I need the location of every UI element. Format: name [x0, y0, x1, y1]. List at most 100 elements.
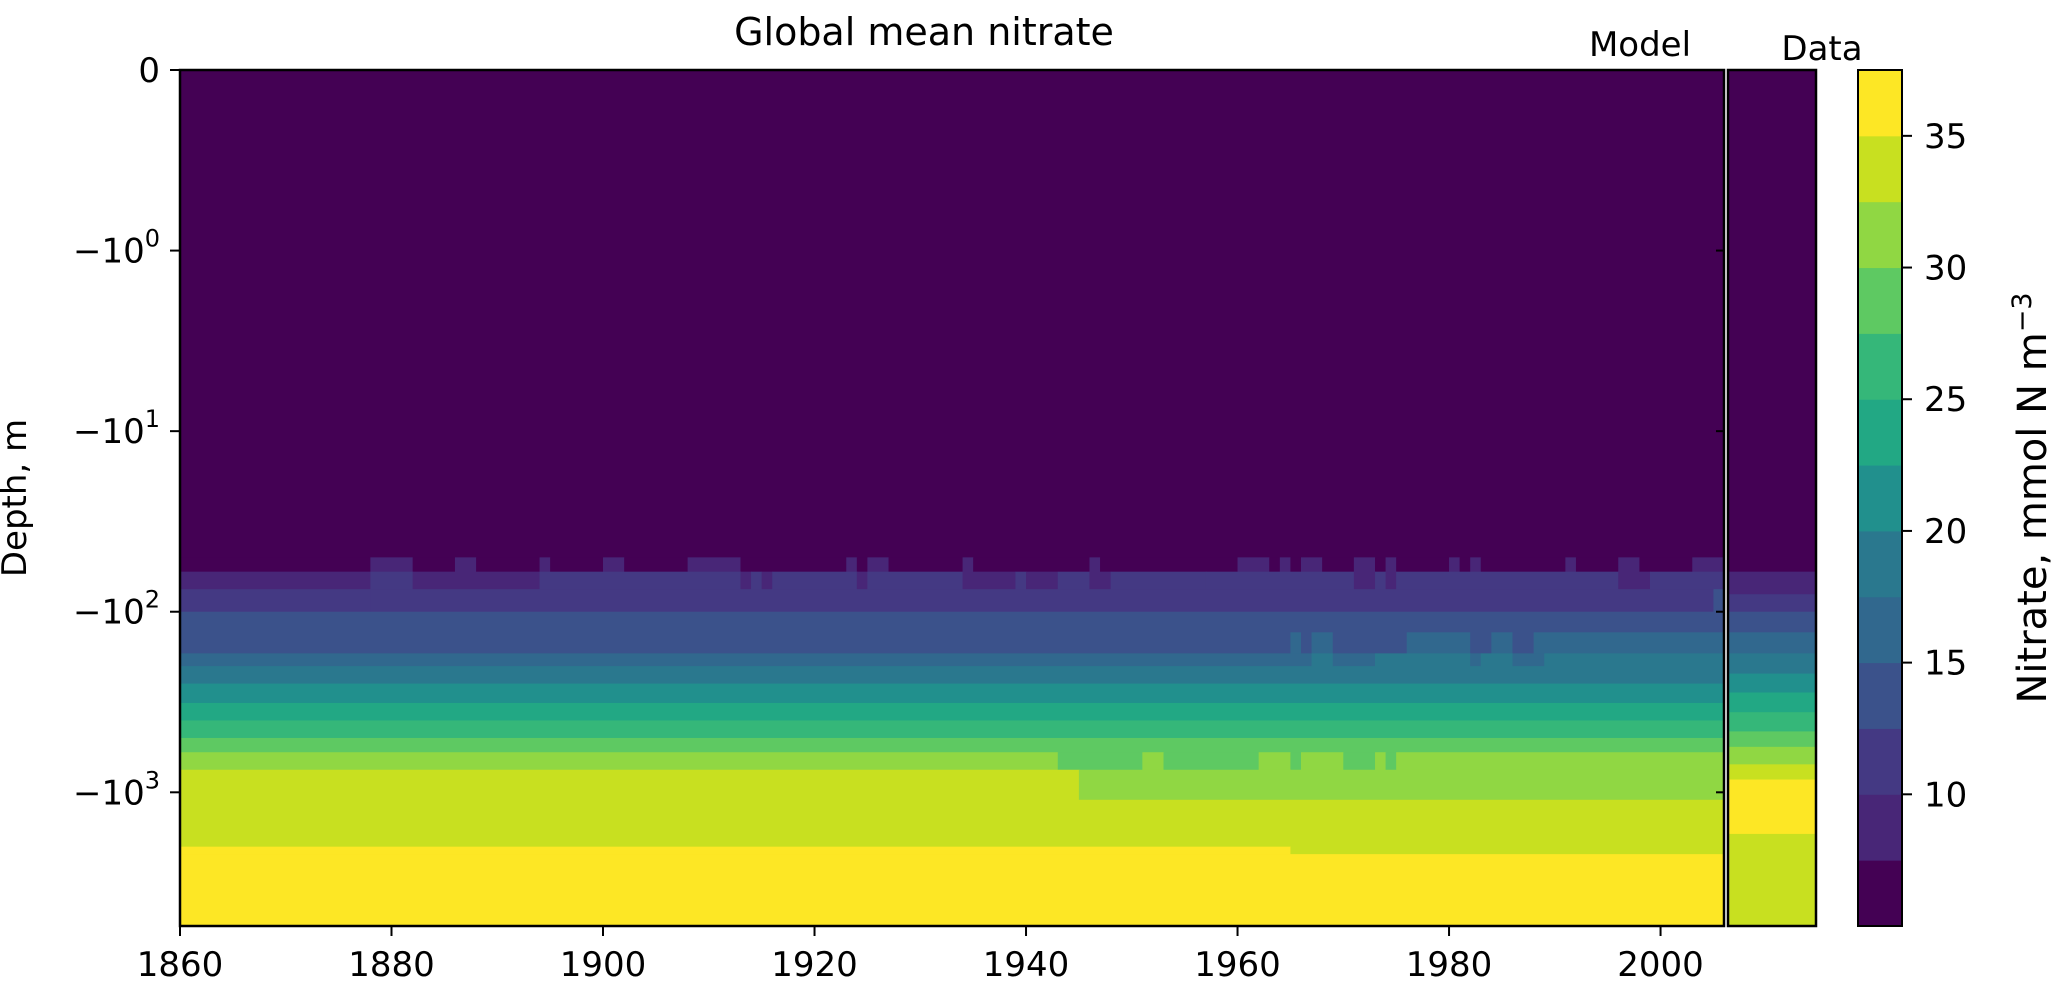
model-cell — [1470, 632, 1492, 654]
model-cell — [1089, 557, 1101, 573]
colorbar — [1858, 70, 1902, 927]
model-cell — [1565, 557, 1577, 573]
model-cell — [772, 571, 858, 590]
model-cell — [1396, 571, 1619, 590]
data-panel-frame — [1726, 68, 1818, 928]
model-cell — [1332, 653, 1376, 667]
model-cell — [1205, 571, 1355, 590]
data-cell — [1728, 731, 1816, 748]
colorbar-tick-label: 25 — [1924, 380, 1967, 420]
colorbar-segment — [1858, 860, 1902, 927]
model-cell — [1491, 632, 1514, 654]
model-cell — [180, 854, 1725, 927]
x-tick-label: 1860 — [137, 945, 224, 983]
x-axis: 1860 1880 1900 1920 1940 1960 1980 2000 — [137, 926, 1704, 983]
colorbar-segment — [1858, 465, 1902, 532]
model-cell — [1057, 571, 1091, 590]
model-cell — [1375, 752, 1387, 771]
data-cell — [1728, 712, 1816, 733]
model-cell — [370, 589, 1715, 613]
model-cell — [412, 571, 541, 590]
model-cell — [180, 752, 1059, 771]
data-cell — [1728, 692, 1816, 713]
model-cell — [1385, 557, 1397, 573]
model-cell — [1375, 653, 1471, 667]
model-cell — [1353, 571, 1376, 590]
chart-title: Global mean nitrate — [734, 10, 1114, 54]
model-cell — [1396, 557, 1450, 573]
model-cell — [751, 571, 763, 590]
model-cell — [1078, 769, 1725, 801]
model-cell — [412, 557, 456, 573]
model-cell — [180, 702, 1725, 722]
model-cell — [476, 557, 541, 573]
y-tick-label: 0 — [138, 51, 160, 91]
data-cell — [1728, 611, 1816, 633]
model-cell — [867, 571, 964, 590]
model-cell — [1385, 752, 1397, 771]
model-cell — [1300, 752, 1344, 771]
model-cell — [180, 632, 1292, 654]
y-axis: 0 −100 −101 −102 −103 — [73, 51, 1724, 813]
model-cell — [856, 557, 868, 573]
colorbar-label: Nitrate, mmol N m−3 — [2007, 292, 2056, 703]
colorbar-tick-label: 15 — [1924, 644, 1967, 684]
model-cell — [180, 611, 1725, 633]
model-cell — [740, 571, 752, 590]
model-cell — [180, 769, 1080, 801]
model-cell — [1110, 571, 1207, 590]
colorbar-label-text: Nitrate, mmol N m — [2010, 332, 2056, 703]
model-cell — [180, 557, 371, 573]
model-cell — [1618, 571, 1651, 590]
data-cell — [1728, 653, 1816, 675]
colorbar-segment — [1858, 201, 1902, 269]
model-cell — [180, 720, 1725, 739]
model-cell — [962, 571, 1017, 590]
data-cell — [1728, 779, 1816, 835]
model-cell — [1406, 632, 1471, 654]
model-cell — [180, 737, 1725, 753]
model-cell — [962, 557, 974, 573]
model-cell — [1470, 557, 1482, 573]
model-heatmap — [180, 70, 1725, 927]
colorbar-label-exponent: −3 — [2007, 292, 2038, 332]
colorbar-tick-label: 10 — [1924, 775, 1967, 815]
model-cell — [1459, 557, 1471, 573]
model-cell — [1449, 557, 1461, 573]
model-cell — [1544, 653, 1725, 667]
colorbar-segment — [1858, 794, 1902, 861]
model-cell — [539, 557, 551, 573]
x-tick-label: 1940 — [983, 945, 1070, 983]
colorbar-segment — [1858, 70, 1902, 137]
data-cell — [1728, 594, 1816, 613]
model-cell — [1533, 632, 1725, 654]
data-panel-label: Data — [1781, 29, 1862, 69]
model-cell — [180, 571, 371, 590]
model-cell — [180, 666, 1725, 685]
model-cell — [1618, 557, 1640, 573]
model-cell — [1322, 557, 1355, 573]
data-heatmap — [1728, 70, 1816, 927]
data-cell — [1728, 833, 1816, 927]
model-cell — [1015, 571, 1027, 590]
model-cell — [180, 70, 1725, 558]
x-tick-label: 1980 — [1406, 945, 1493, 983]
model-cell — [603, 557, 625, 573]
model-cell — [1269, 557, 1281, 573]
y-tick-label: −103 — [73, 766, 160, 813]
model-cell — [1480, 557, 1566, 573]
x-tick-label: 1880 — [348, 945, 435, 983]
model-cell — [1311, 653, 1334, 667]
model-cell — [180, 846, 1292, 855]
model-cell — [1639, 557, 1693, 573]
model-cell — [1353, 557, 1376, 573]
model-cell — [1237, 557, 1270, 573]
model-cell — [973, 557, 1091, 573]
data-cell — [1728, 746, 1816, 765]
model-cell — [1396, 752, 1725, 771]
model-cell — [1300, 557, 1323, 573]
model-cell — [1057, 752, 1143, 771]
model-cell — [867, 557, 890, 573]
model-cell — [1290, 632, 1302, 654]
